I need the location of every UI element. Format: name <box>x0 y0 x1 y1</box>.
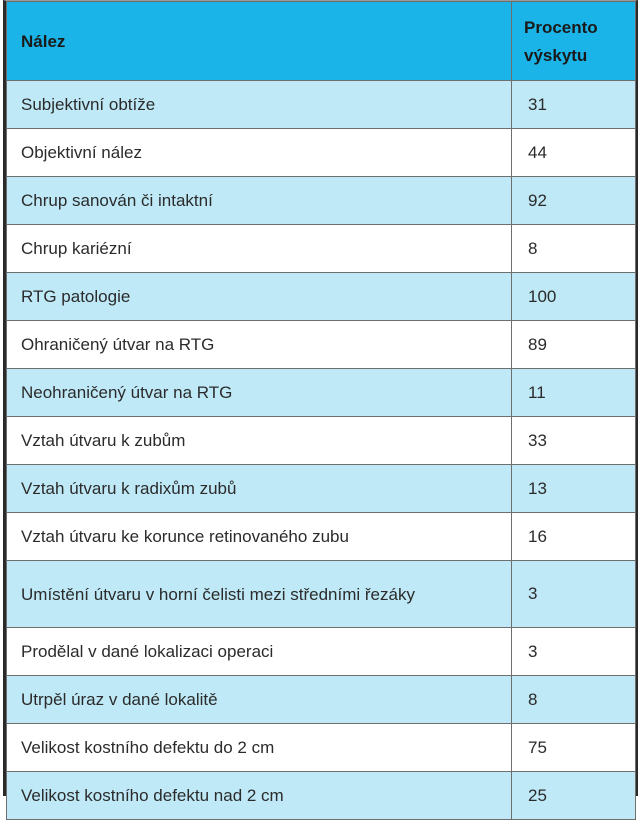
cell-percentage: 92 <box>511 176 636 225</box>
cell-finding-text: Umístění útvaru v horní čelisti mezi stř… <box>21 584 415 604</box>
table-row: Vztah útvaru k radixům zubů 13 <box>6 464 636 513</box>
table-row: Umístění útvaru v horní čelisti mezi stř… <box>6 560 636 628</box>
cell-percentage: 8 <box>511 675 636 724</box>
findings-table: Nález Procento výskytu Subjektivní obtíž… <box>6 1 636 820</box>
cell-percentage: 33 <box>511 416 636 465</box>
cell-finding: Subjektivní obtíže <box>6 80 512 129</box>
cell-percentage: 3 <box>511 627 636 676</box>
header-percentage: Procento výskytu <box>511 1 636 81</box>
cell-finding: Velikost kostního defektu nad 2 cm <box>6 771 512 820</box>
table-row: Prodělal v dané lokalizaci operaci 3 <box>6 627 636 676</box>
table-row: Ohraničený útvar na RTG 89 <box>6 320 636 369</box>
cell-percentage: 89 <box>511 320 636 369</box>
cell-finding: Neohraničený útvar na RTG <box>6 368 512 417</box>
cell-percentage: 44 <box>511 128 636 177</box>
table-row: Velikost kostního defektu do 2 cm 75 <box>6 723 636 772</box>
cell-finding: Vztah útvaru k radixům zubů <box>6 464 512 513</box>
cell-finding: Chrup sanován či intaktní <box>6 176 512 225</box>
header-finding: Nález <box>6 1 512 81</box>
table-row: Neohraničený útvar na RTG 11 <box>6 368 636 417</box>
cell-finding: Vztah útvaru k zubům <box>6 416 512 465</box>
table-row: Chrup sanován či intaktní 92 <box>6 176 636 225</box>
cell-percentage: 13 <box>511 464 636 513</box>
cell-finding: RTG patologie <box>6 272 512 321</box>
cell-finding: Ohraničený útvar na RTG <box>6 320 512 369</box>
table-row: Vztah útvaru ke korunce retinovaného zub… <box>6 512 636 561</box>
table-row: Subjektivní obtíže 31 <box>6 80 636 129</box>
table-row: Objektivní nález 44 <box>6 128 636 177</box>
cell-percentage: 16 <box>511 512 636 561</box>
table-row: Velikost kostního defektu nad 2 cm 25 <box>6 771 636 820</box>
cell-percentage: 3 <box>511 560 636 628</box>
table-row: Vztah útvaru k zubům 33 <box>6 416 636 465</box>
cell-finding: Utrpěl úraz v dané lokalitě <box>6 675 512 724</box>
table-row: Utrpěl úraz v dané lokalitě 8 <box>6 675 636 724</box>
cell-finding: Velikost kostního defektu do 2 cm <box>6 723 512 772</box>
table-row: RTG patologie 100 <box>6 272 636 321</box>
table-frame: Nález Procento výskytu Subjektivní obtíž… <box>3 0 638 820</box>
cell-percentage: 8 <box>511 224 636 273</box>
cell-finding: Chrup kariézní <box>6 224 512 273</box>
cell-percentage: 11 <box>511 368 636 417</box>
cell-percentage: 31 <box>511 80 636 129</box>
cell-percentage: 100 <box>511 272 636 321</box>
cell-percentage: 25 <box>511 771 636 820</box>
cell-finding: Prodělal v dané lokalizaci operaci <box>6 627 512 676</box>
table-row: Chrup kariézní 8 <box>6 224 636 273</box>
cell-percentage: 75 <box>511 723 636 772</box>
cell-finding: Vztah útvaru ke korunce retinovaného zub… <box>6 512 512 561</box>
cell-finding: Objektivní nález <box>6 128 512 177</box>
table-header-row: Nález Procento výskytu <box>6 1 636 81</box>
cell-finding: Umístění útvaru v horní čelisti mezi stř… <box>6 560 512 628</box>
